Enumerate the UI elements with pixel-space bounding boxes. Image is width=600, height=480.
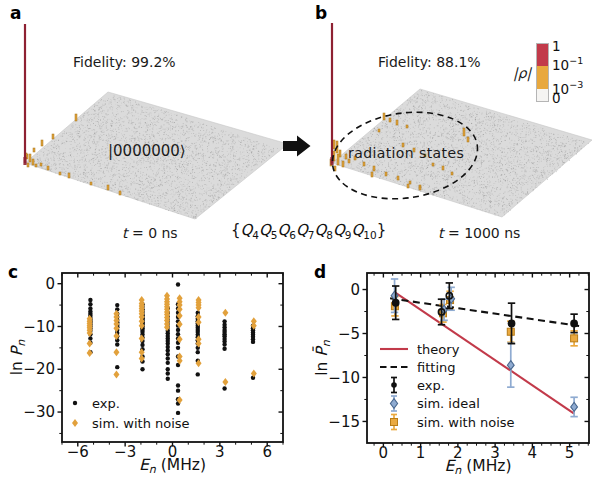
svg-text:sim. ideal: sim. ideal (417, 396, 480, 411)
svg-text:ln Pn: ln Pn (8, 339, 28, 375)
svg-text:0: 0 (379, 444, 389, 462)
time-label-a: t = 0 ns (122, 225, 178, 241)
colorbar-segment (537, 89, 548, 101)
chart-panel-c: −6−30360−10−20−30En (MHz)ln Pnexp.sim. w… (8, 273, 283, 476)
legend-d: theory fitting exp. sim. ideal sim. with noi… (380, 342, 515, 430)
colorbar-segment (537, 66, 548, 89)
rho-colorbar-title: |ρ| (513, 65, 531, 81)
fidelity-a: Fidelity: 99.2% (73, 54, 176, 70)
svg-text:sim. with noise: sim. with noise (417, 415, 515, 430)
colorbar-tick-label: 1 (552, 40, 561, 54)
svg-text:−5: −5 (338, 325, 360, 343)
arrow-icon (283, 136, 311, 157)
qubit-set-label: {Q4Q5Q6Q7Q8Q9Q10} (231, 221, 386, 241)
colorbar-segment (537, 44, 548, 66)
panel-d-label: d (314, 262, 326, 282)
colorbar (536, 43, 549, 102)
svg-text:fitting: fitting (417, 360, 456, 375)
svg-text:5: 5 (565, 444, 575, 462)
series-sim-with-noise (87, 292, 257, 404)
svg-text:0: 0 (350, 281, 360, 299)
svg-text:−10: −10 (23, 318, 55, 336)
y-axis-label: ln P̄n (312, 339, 333, 375)
svg-text:0: 0 (45, 275, 55, 293)
svg-text:−6: −6 (67, 443, 89, 461)
colorbar-tick-label: 10−1 (552, 56, 583, 72)
line-fitting (390, 298, 583, 326)
y-axis-label: ln Pn (8, 339, 28, 375)
svg-text:4: 4 (528, 444, 538, 462)
panel-b-label: b (315, 3, 327, 23)
chart-panel-d: 0123450−5−10−15En (MHz)ln P̄ntheoryfitti… (312, 273, 589, 477)
series-exp- (392, 283, 578, 344)
series-sim-with-noise (391, 291, 578, 346)
svg-text:ln P̄n: ln P̄n (312, 339, 333, 375)
state-ket-label: |0000000⟩ (108, 142, 186, 160)
x-axis-label: En (MHz) (139, 456, 206, 476)
panel-a-label: a (10, 3, 21, 23)
radiation-states-label: radiation states (348, 145, 464, 161)
svg-text:3: 3 (215, 443, 225, 461)
svg-text:−15: −15 (328, 413, 360, 431)
svg-text:exp.: exp. (417, 378, 445, 393)
figure: −6−30360−10−20−30En (MHz)ln Pnexp.sim. w… (0, 0, 600, 480)
svg-text:−30: −30 (23, 403, 55, 421)
svg-text:−3: −3 (114, 443, 136, 461)
svg-text:−10: −10 (328, 369, 360, 387)
svg-text:exp.: exp. (92, 396, 120, 411)
svg-text:6: 6 (262, 443, 272, 461)
svg-text:1: 1 (416, 444, 426, 462)
svg-text:sim. with noise: sim. with noise (92, 416, 190, 431)
time-label-b: t = 1000 ns (438, 225, 520, 241)
legend-c: exp. sim. with noise (72, 396, 190, 431)
fidelity-b: Fidelity: 88.1% (378, 54, 481, 70)
colorbar-tick-label: 0 (552, 92, 561, 106)
svg-text:−20: −20 (23, 360, 55, 378)
panel-c-label: c (8, 262, 18, 282)
svg-text:theory: theory (417, 342, 460, 357)
